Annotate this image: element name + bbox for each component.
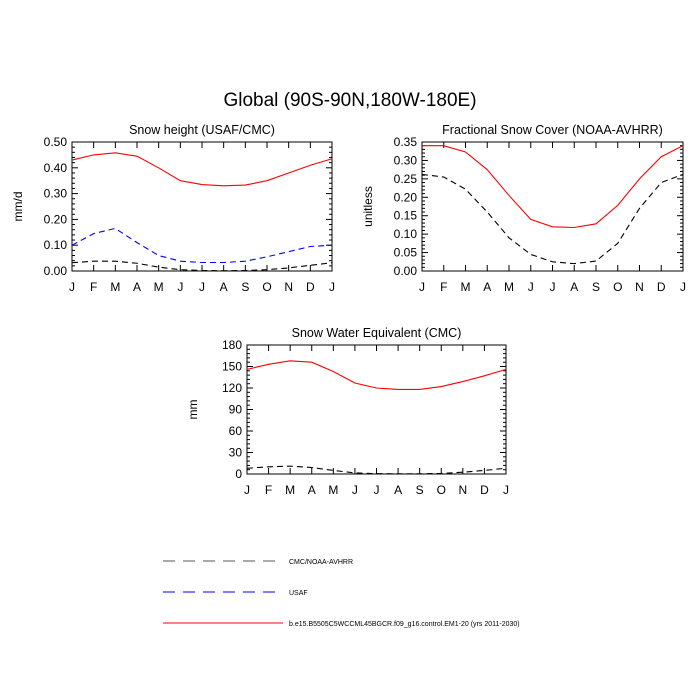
y-axis-label: mm/d <box>11 192 25 222</box>
y-tick-label: 0.25 <box>394 172 418 186</box>
x-tick-label: F <box>265 483 272 497</box>
y-tick-label: 60 <box>229 424 243 438</box>
y-tick-label: 0.15 <box>394 209 418 223</box>
legend-label: b.e15.B5505C5WCCML45BGCR.f09_g16.control… <box>289 621 520 628</box>
y-axis-label: mm <box>186 400 200 420</box>
x-tick-label: M <box>110 280 120 294</box>
x-tick-label: F <box>90 280 97 294</box>
series-line <box>71 260 333 272</box>
x-tick-label: J <box>199 280 205 294</box>
x-tick-label: J <box>419 280 425 294</box>
y-tick-label: 0.40 <box>44 161 68 175</box>
x-tick-label: S <box>241 280 249 294</box>
y-tick-label: 90 <box>229 403 243 417</box>
x-tick-label: D <box>480 483 489 497</box>
y-tick-label: 0.10 <box>44 238 68 252</box>
x-tick-label: J <box>244 483 250 497</box>
x-tick-label: N <box>635 280 644 294</box>
x-tick-label: M <box>504 280 514 294</box>
x-tick-label: A <box>394 483 402 497</box>
series-line <box>246 360 507 390</box>
series-line <box>71 227 333 264</box>
x-tick-label: A <box>308 483 316 497</box>
series-line <box>421 173 684 265</box>
x-tick-label: O <box>437 483 446 497</box>
y-tick-label: 0.05 <box>394 246 418 260</box>
x-tick-label: J <box>69 280 75 294</box>
x-tick-label: M <box>461 280 471 294</box>
figure-title: Global (90S-90N,180W-180E) <box>223 90 477 111</box>
x-tick-label: O <box>613 280 622 294</box>
y-tick-label: 0 <box>235 467 242 481</box>
y-tick-label: 0.30 <box>394 153 418 167</box>
chart-title: Snow height (USAF/CMC) <box>129 123 275 137</box>
y-tick-label: 0.20 <box>394 190 418 204</box>
x-tick-label: M <box>285 483 295 497</box>
x-tick-label: N <box>458 483 467 497</box>
x-tick-label: J <box>374 483 380 497</box>
x-tick-label: F <box>440 280 447 294</box>
y-tick-label: 150 <box>222 360 242 374</box>
y-axis-label: unitless <box>361 186 375 227</box>
x-tick-label: S <box>416 483 424 497</box>
x-tick-label: J <box>352 483 358 497</box>
legend-label: CMC/NOAA-AVHRR <box>289 559 353 566</box>
y-tick-label: 0.20 <box>44 212 68 226</box>
chart-title: Snow Water Equivalent (CMC) <box>292 326 462 340</box>
y-tick-label: 120 <box>222 381 242 395</box>
x-tick-label: J <box>550 280 556 294</box>
x-tick-label: J <box>503 483 509 497</box>
series-line <box>422 145 684 229</box>
x-tick-label: A <box>133 280 141 294</box>
y-tick-label: 180 <box>222 338 242 352</box>
x-tick-label: J <box>680 280 686 294</box>
y-tick-label: 30 <box>229 446 243 460</box>
x-tick-label: N <box>284 280 293 294</box>
x-tick-label: M <box>154 280 164 294</box>
y-tick-label: 0.10 <box>394 227 418 241</box>
x-tick-label: O <box>262 280 271 294</box>
x-tick-label: J <box>528 280 534 294</box>
legend-label: USAF <box>289 590 308 597</box>
x-tick-label: M <box>328 483 338 497</box>
x-tick-label: J <box>177 280 183 294</box>
x-tick-label: A <box>220 280 228 294</box>
x-tick-label: A <box>570 280 578 294</box>
x-tick-label: J <box>329 280 335 294</box>
y-tick-label: 0.35 <box>394 135 418 149</box>
series-line <box>246 465 507 475</box>
series-line <box>71 152 333 187</box>
x-tick-label: D <box>657 280 666 294</box>
y-tick-label: 0.30 <box>44 187 68 201</box>
x-tick-label: A <box>483 280 491 294</box>
x-tick-label: S <box>592 280 600 294</box>
y-tick-label: 0.00 <box>44 264 68 278</box>
chart-title: Fractional Snow Cover (NOAA-AVHRR) <box>442 123 663 137</box>
y-tick-label: 0.00 <box>394 264 418 278</box>
y-tick-label: 0.50 <box>44 135 68 149</box>
x-tick-label: D <box>306 280 315 294</box>
